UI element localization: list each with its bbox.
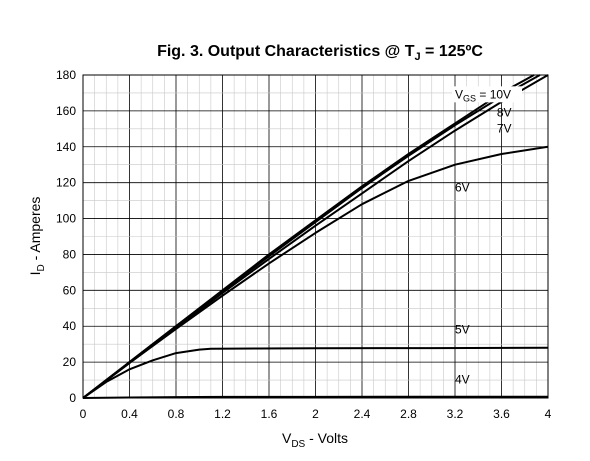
x-tick-label: 2 [312, 407, 319, 421]
x-tick-label: 0 [80, 407, 87, 421]
curve-label: 5V [455, 322, 470, 336]
y-tick-labels: 0 20 40 60 80 100 120 140 160 180 [56, 68, 76, 405]
y-tick-label: 140 [56, 140, 76, 154]
x-tick-label: 0.4 [121, 407, 138, 421]
x-tick-label: 4 [545, 407, 552, 421]
curve-label: 8V [497, 105, 512, 119]
y-tick-label: 0 [69, 391, 76, 405]
y-tick-label: 160 [56, 104, 76, 118]
x-tick-label: 1.2 [214, 407, 231, 421]
curve-label: 4V [455, 373, 470, 387]
curve-label: VGS = 10V [455, 87, 511, 103]
x-tick-labels: 0 0.4 0.8 1.2 1.6 2 2.4 2.8 3.2 3.6 4 [80, 407, 552, 421]
x-tick-label: 0.8 [168, 407, 185, 421]
series-group [82, 74, 549, 399]
annotations: VGS = 10V 8V 7V 6V 5V 4V [452, 86, 522, 387]
y-axis-label: ID - Amperes [27, 197, 47, 276]
series-line-vgs-6v [82, 145, 549, 399]
plot-area [82, 74, 549, 399]
y-tick-label: 100 [56, 212, 76, 226]
series-line-vgs-5v [82, 346, 549, 399]
x-axis-label: VDS - Volts [282, 430, 348, 450]
chart-title: Fig. 3. Output Characteristics @ TJ = 12… [157, 43, 483, 63]
y-tick-label: 40 [63, 319, 77, 333]
x-tick-label: 3.2 [447, 407, 464, 421]
curve-label: 7V [497, 121, 512, 135]
x-tick-label: 2.8 [400, 407, 417, 421]
x-tick-label: 3.6 [493, 407, 510, 421]
curve-label: 6V [455, 181, 470, 195]
y-tick-label: 120 [56, 176, 76, 190]
x-tick-label: 2.4 [354, 407, 371, 421]
y-tick-label: 20 [63, 355, 77, 369]
annotation-background [452, 86, 522, 103]
y-tick-label: 80 [63, 247, 77, 261]
y-tick-label: 180 [56, 68, 76, 82]
grid [82, 74, 549, 399]
y-tick-label: 60 [63, 283, 77, 297]
series-line-vgs-8v [82, 74, 541, 399]
x-tick-label: 1.6 [261, 407, 278, 421]
